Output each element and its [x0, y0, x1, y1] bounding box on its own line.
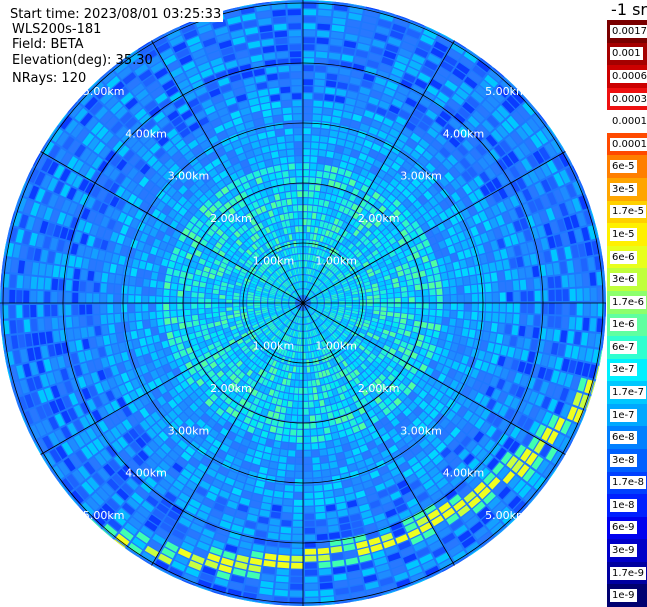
colorbar-tick-label: 0.0017 [610, 24, 647, 38]
colorbar-tick-label: 1e-6 [610, 318, 637, 332]
range-label: 1.00km [315, 255, 357, 268]
colorbar-tick-label: 1e-8 [610, 498, 637, 512]
instrument-text: WLS200s-181 [12, 22, 102, 37]
azimuth-spoke [151, 302, 304, 566]
range-label: 3.00km [168, 170, 210, 183]
colorbar-tick-label: 6e-7 [610, 340, 637, 354]
colorbar-tick-label: 1.7e-6 [610, 295, 647, 309]
colorbar-tick-label: 6e-9 [610, 521, 637, 535]
ppi-plot[interactable]: 1.00km 1.00km 1.00km 1.00km 2.00km 2.00km 2.00… [0, 0, 607, 607]
range-label: 2.00km [358, 382, 400, 395]
colorbar-tick-label: 3e-9 [610, 544, 637, 558]
range-label: 2.00km [210, 382, 252, 395]
colorbar-tick-label: 6e-6 [610, 250, 637, 264]
range-label: 3.00km [168, 424, 210, 437]
colorbar-tick-label: 1.7e-5 [610, 205, 647, 219]
azimuth-spoke [151, 40, 304, 304]
range-labels: 1.00km 1.00km 1.00km 1.00km 2.00km 2.00km 2.00… [83, 85, 527, 522]
range-label: 4.00km [125, 127, 167, 140]
colorbar-tick-label: 1.7e-8 [610, 476, 647, 490]
colorbar-tick-label: 0.00017 [610, 115, 647, 129]
colorbar-tick-label: 3e-6 [610, 273, 637, 287]
colorbar-tick-label: 0.0001 [610, 137, 647, 151]
colorbar-tick-label: 1.7e-7 [610, 386, 647, 400]
colorbar-tick-label: 1e-9 [610, 589, 637, 603]
range-label: 3.00km [400, 424, 442, 437]
range-label: 1.00km [253, 339, 295, 352]
range-label: 5.00km [83, 85, 125, 98]
colorbar-tick-label: 1.7e-9 [610, 566, 647, 580]
backscatter-field [0, 0, 606, 606]
azimuth-spoke [302, 302, 566, 455]
colorbar-tick-label: 0.001 [610, 47, 643, 61]
colorbar-tick-label: 1e-5 [610, 227, 637, 241]
colorbar-tick-label: 1e-7 [610, 408, 637, 422]
range-label: 5.00km [485, 85, 527, 98]
range-label: 1.00km [253, 255, 295, 268]
colorbar: 0.0017 0.001 0.0006 0.0003 0.00017 0.0001 6e-5… [607, 20, 647, 607]
field-text: Field: BETA [12, 37, 84, 52]
range-label: 4.00km [125, 467, 167, 480]
colorbar-tick-label: 6e-8 [610, 431, 637, 445]
elevation-text: Elevation(deg): 35.30 [12, 53, 153, 68]
range-label: 3.00km [400, 170, 442, 183]
range-grid [0, 0, 606, 606]
range-label: 4.00km [443, 467, 485, 480]
colorbar-tick-label: 0.0003 [610, 92, 647, 106]
azimuth-spoke [302, 40, 455, 304]
range-label: 5.00km [485, 509, 527, 522]
colorbar-tick-label: 0.0006 [610, 69, 647, 83]
colorbar-tick-label: 3e-8 [610, 453, 637, 467]
azimuth-spoke [40, 151, 304, 304]
nrays-text: NRays: 120 [12, 71, 87, 86]
colorbar-tick-label: 3e-5 [610, 182, 637, 196]
colorbar-tick-label: 6e-5 [610, 160, 637, 174]
azimuth-spoke [302, 151, 566, 304]
start-time-text: Start time: 2023/08/01 03:25:33 [10, 7, 224, 22]
range-label: 2.00km [210, 212, 252, 225]
unit-label: -1 sr [611, 0, 647, 19]
azimuth-spoke [302, 302, 455, 566]
range-label: 2.00km [358, 212, 400, 225]
range-label: 1.00km [315, 339, 357, 352]
azimuth-spoke [40, 302, 304, 455]
colorbar-tick-label: 3e-7 [610, 363, 637, 377]
range-label: 4.00km [443, 127, 485, 140]
range-label: 5.00km [83, 509, 125, 522]
